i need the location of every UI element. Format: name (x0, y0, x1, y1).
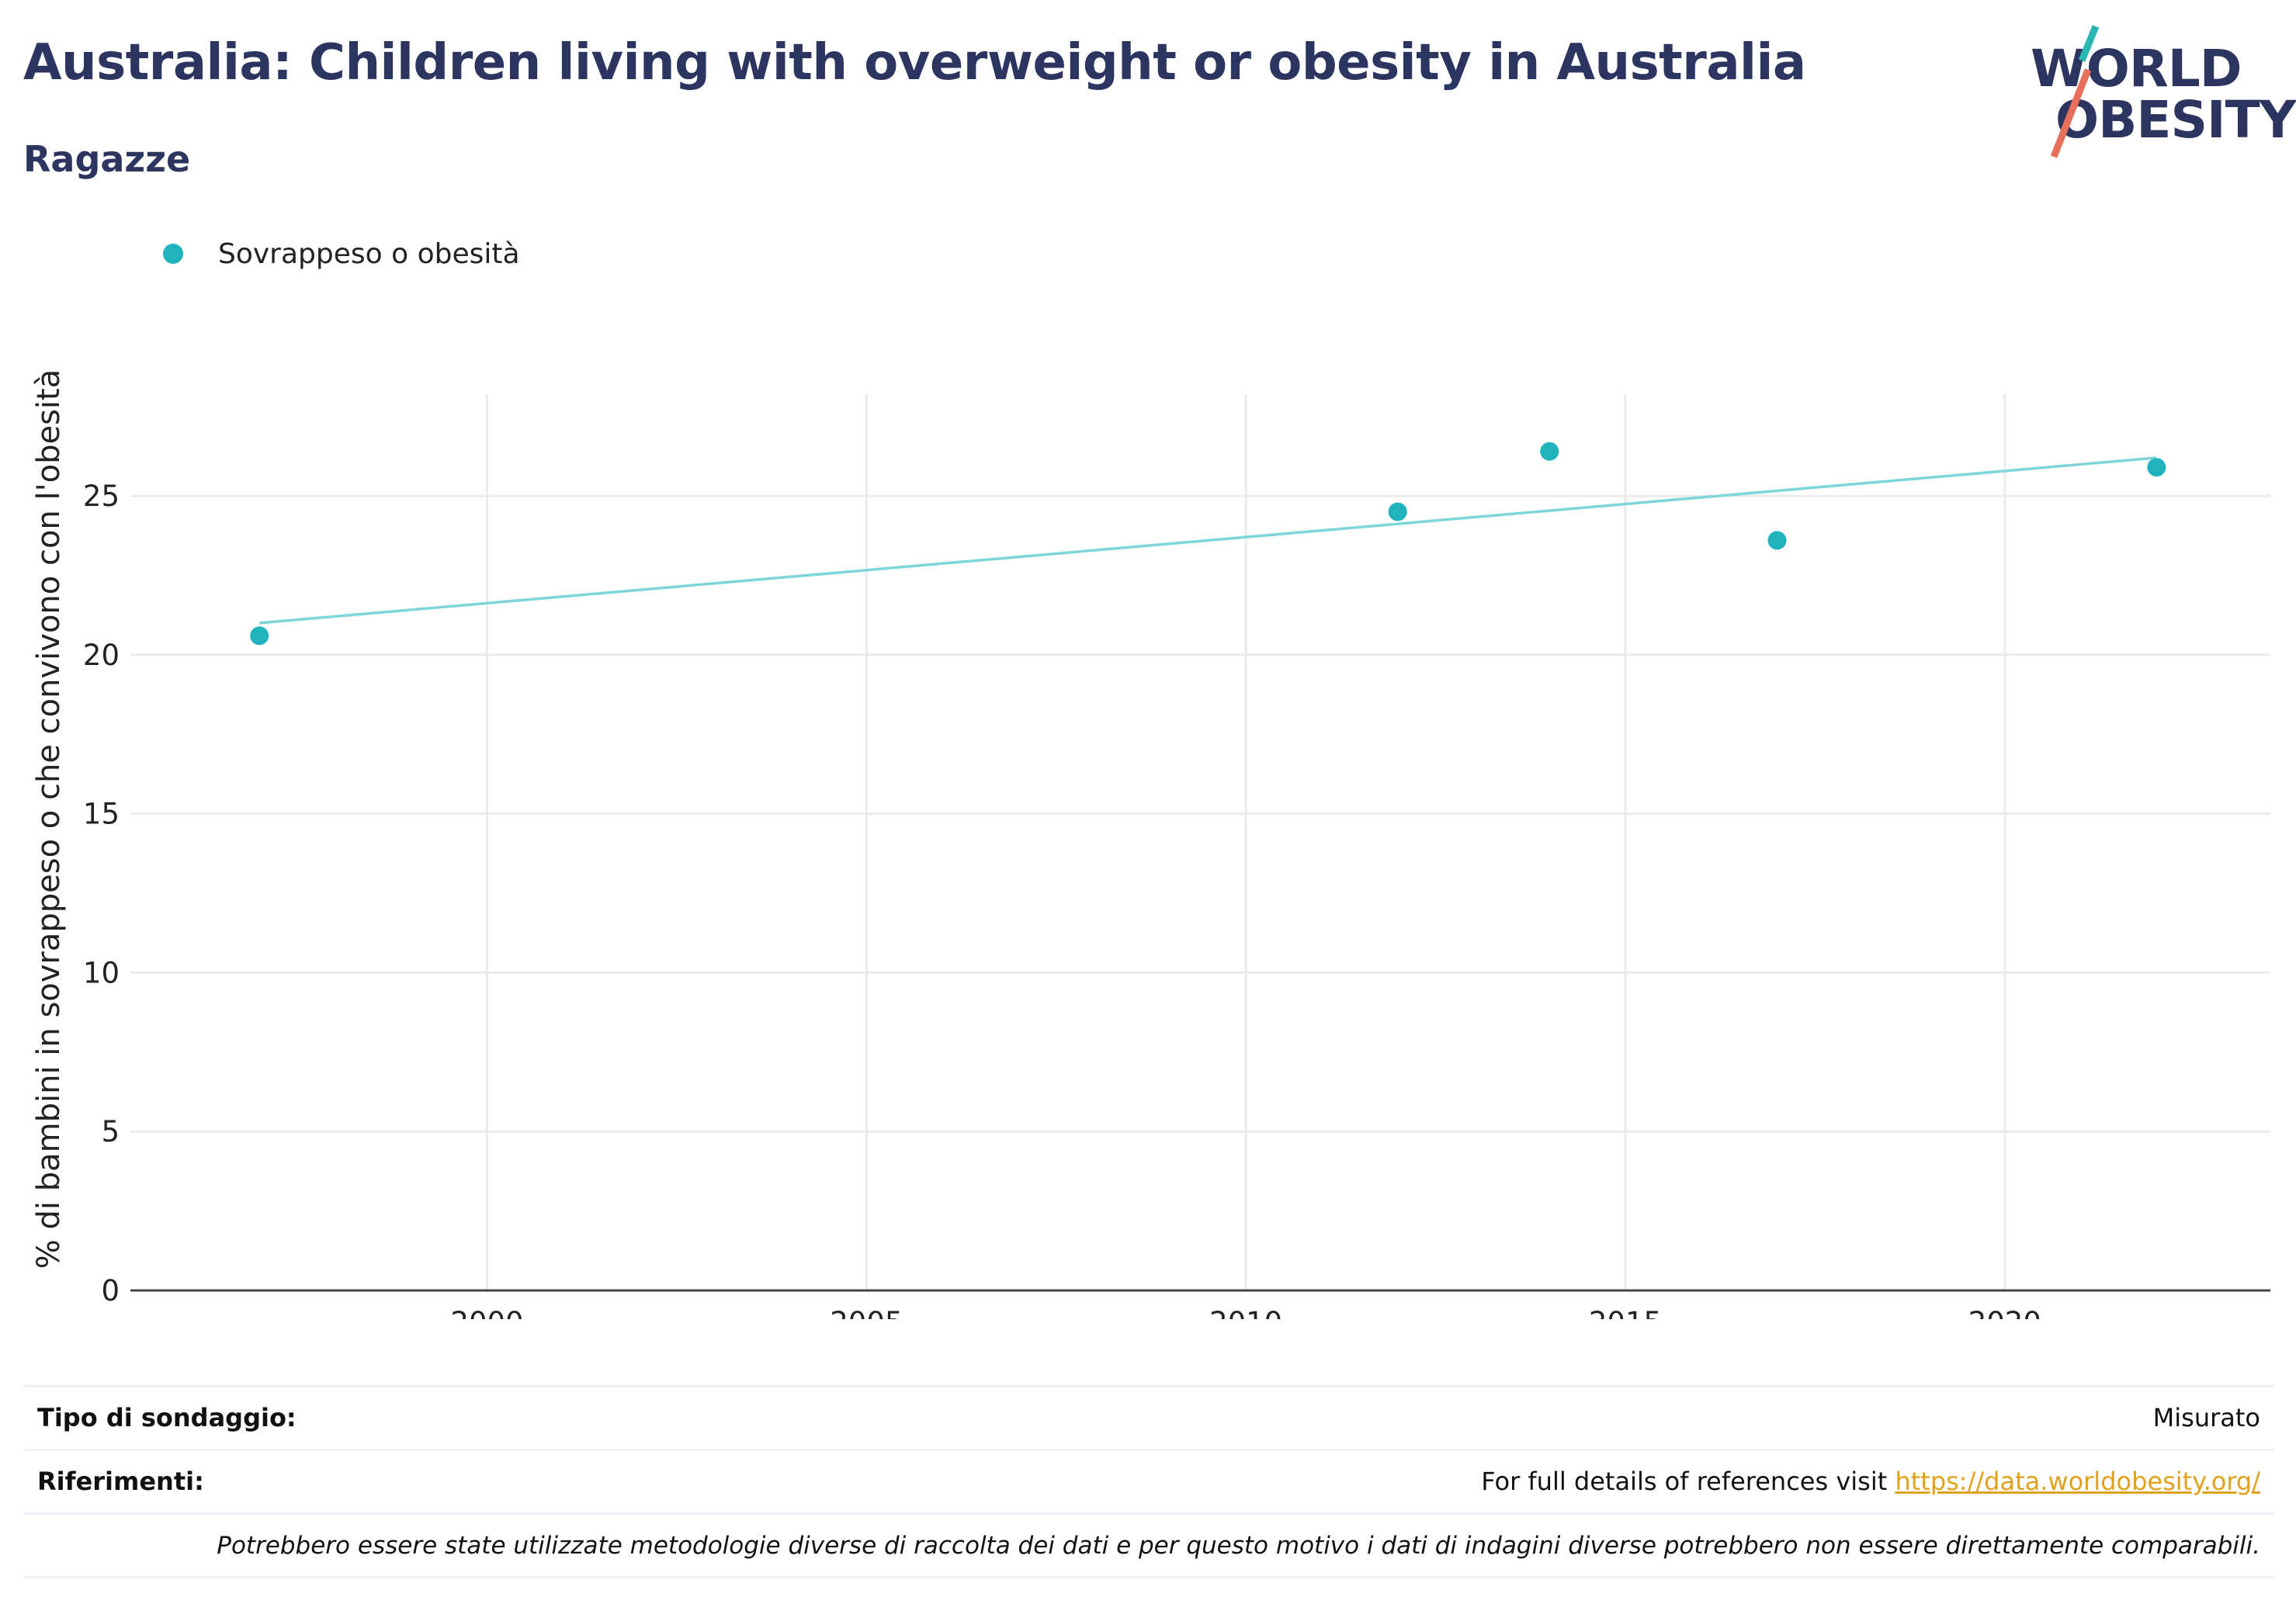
data-point[interactable] (1540, 442, 1559, 461)
references-value: For full details of references visit htt… (1481, 1467, 2260, 1496)
y-tick-label: 25 (83, 480, 120, 513)
references-label: Riferimenti: (37, 1467, 204, 1496)
references-row: Riferimenti: For full details of referen… (23, 1449, 2274, 1515)
x-tick-label: 2020 (1968, 1306, 2041, 1319)
chart-plot-area: 2000 2005 2010 2015 2020 0 5 10 15 20 25 % di bambi… (31, 369, 2270, 1319)
y-tick-label: 5 (101, 1115, 120, 1148)
survey-type-row: Tipo di sondaggio: Misurato (23, 1385, 2274, 1451)
data-point[interactable] (250, 626, 269, 646)
x-tick-label: 2010 (1209, 1306, 1282, 1319)
x-tick-label: 2015 (1589, 1306, 1662, 1319)
survey-type-label: Tipo di sondaggio: (37, 1403, 297, 1432)
y-tick-label: 0 (101, 1274, 120, 1308)
data-point[interactable] (2147, 458, 2166, 477)
footer-bottom-divider (23, 1576, 2274, 1578)
data-point[interactable] (1767, 531, 1787, 550)
y-tick-label: 15 (83, 798, 120, 831)
x-tick-label: 2005 (830, 1306, 903, 1319)
chart-title: Australia: Children living with overweig… (23, 34, 1806, 92)
y-axis-title: % di bambini in sovrappeso o che convivo… (31, 369, 67, 1269)
logo-slash-icon (2050, 25, 2100, 158)
y-tick-label: 10 (83, 956, 120, 989)
references-text: For full details of references visit (1481, 1467, 1895, 1496)
x-tick-label: 2000 (450, 1306, 523, 1319)
trend-line (259, 456, 2157, 625)
methodology-note: Potrebbero essere state utilizzate metod… (217, 1532, 2260, 1560)
y-tick-label: 20 (83, 639, 120, 672)
chart-subtitle: Ragazze (23, 138, 191, 180)
legend-marker (163, 244, 183, 264)
references-link[interactable]: https://data.worldobesity.org/ (1895, 1467, 2260, 1496)
survey-type-value: Misurato (2152, 1403, 2260, 1432)
world-obesity-logo: WORLD OBESITY (2018, 23, 2296, 163)
logo-line-1: WORLD (2031, 39, 2242, 99)
methodology-note-row: Potrebbero essere state utilizzate metod… (23, 1512, 2274, 1578)
logo-line-2: OBESITY (2055, 90, 2296, 150)
chart-legend[interactable]: Sovrappeso o obesità (163, 234, 520, 273)
legend-label: Sovrappeso o obesità (218, 237, 520, 270)
data-point[interactable] (1388, 502, 1407, 521)
